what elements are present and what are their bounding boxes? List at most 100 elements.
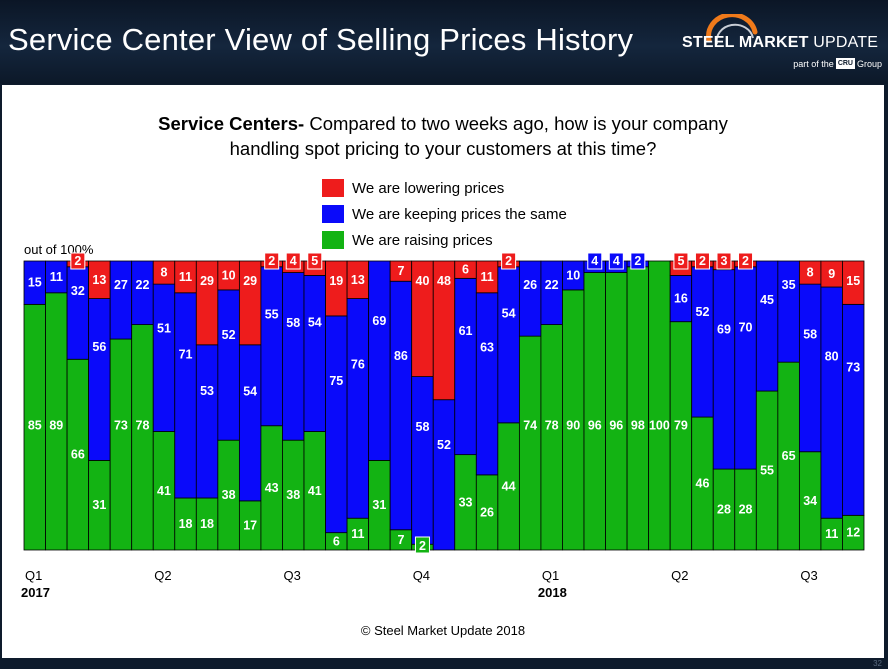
bar-keeping xyxy=(777,260,800,363)
bar-keeping xyxy=(755,260,779,392)
bar-keeping xyxy=(368,260,391,461)
bar-value-label-raising: 41 xyxy=(157,484,171,498)
bar-value-label-keeping: 58 xyxy=(286,316,300,330)
bar-value-label-lowering: 11 xyxy=(480,270,493,284)
bar-value-label-raising: 31 xyxy=(92,498,106,512)
bar-raising xyxy=(131,324,154,551)
x-tick-label: Q1 xyxy=(25,568,42,583)
bar-value-label-lowering: 8 xyxy=(807,266,814,280)
bar-keeping xyxy=(798,283,822,453)
bar-keeping xyxy=(734,266,757,470)
bar-value-label-keeping: 54 xyxy=(308,315,322,329)
small-value-box-lowering xyxy=(716,252,732,270)
bar-value-label-keeping: 54 xyxy=(243,385,257,399)
bar-value-label-lowering: 2 xyxy=(699,254,706,268)
copyright-text: © Steel Market Update 2018 xyxy=(361,623,525,638)
bar-value-label-raising: 90 xyxy=(566,419,580,433)
page-title: Service Center View of Selling Prices Hi… xyxy=(8,22,634,57)
bar-keeping xyxy=(475,292,499,476)
bar-raising xyxy=(583,272,606,551)
bar-keeping xyxy=(820,286,843,519)
small-value-box-lowering xyxy=(673,252,689,270)
bar-value-label-lowering: 15 xyxy=(846,274,860,288)
bar-keeping xyxy=(152,283,176,432)
x-tick-year: 2018 xyxy=(538,585,567,600)
bar-value-label-keeping: 4 xyxy=(613,254,620,268)
bar-value-label-keeping: 45 xyxy=(760,293,774,307)
bar-value-label-raising: 17 xyxy=(243,518,257,532)
stacked-bar-chart: Service Centers- Compared to two weeks a… xyxy=(21,113,865,638)
bar-keeping xyxy=(303,275,326,432)
bar-value-label-lowering: 8 xyxy=(161,266,168,280)
bar-value-label-keeping: 22 xyxy=(136,278,150,292)
bar-value-label-raising: 96 xyxy=(588,419,602,433)
x-tick-label: Q2 xyxy=(671,568,688,583)
bar-keeping xyxy=(109,260,133,340)
cru-logo: CRU xyxy=(835,58,855,69)
bar-value-label-keeping: 2 xyxy=(634,254,641,268)
bar-value-label-lowering: 11 xyxy=(179,270,192,284)
bar-keeping xyxy=(842,303,865,516)
bar-value-label-keeping: 4 xyxy=(591,254,598,268)
bar-value-label-keeping: 52 xyxy=(696,305,710,319)
legend-label-keeping: We are keeping prices the same xyxy=(352,206,567,223)
bar-keeping xyxy=(411,376,434,545)
bar-value-label-raising: 26 xyxy=(480,505,494,519)
bar-keeping xyxy=(497,266,520,424)
bar-value-label-keeping: 55 xyxy=(265,307,279,321)
bars-group: 8515891166322315613732778224151818711118… xyxy=(23,252,865,554)
bar-keeping xyxy=(346,298,370,519)
bar-keeping xyxy=(195,344,219,499)
bar-value-label-keeping: 52 xyxy=(437,438,451,452)
bar-value-label-keeping: 80 xyxy=(825,349,839,363)
bar-value-label-keeping: 58 xyxy=(416,420,430,434)
bar-value-label-keeping: 22 xyxy=(545,278,559,292)
bar-value-label-keeping: 16 xyxy=(674,292,688,306)
small-value-box-keeping xyxy=(608,252,624,270)
bar-value-label-raising: 28 xyxy=(717,503,731,517)
x-tick-label: Q2 xyxy=(154,568,171,583)
bar-value-label-raising: 74 xyxy=(523,419,537,433)
bar-value-label-raising: 41 xyxy=(308,484,322,498)
bar-keeping xyxy=(282,272,305,441)
bar-value-label-raising: 31 xyxy=(372,498,386,512)
bar-value-label-keeping: 52 xyxy=(222,328,236,342)
bar-value-label-lowering: 2 xyxy=(268,254,275,268)
bar-value-label-lowering: 29 xyxy=(200,274,214,288)
question-bold: Service Centers- xyxy=(158,113,304,134)
bar-value-label-keeping: 53 xyxy=(200,384,214,398)
footer-bar xyxy=(0,658,888,669)
bar-value-label-lowering: 5 xyxy=(311,254,318,268)
bar-value-label-lowering: 4 xyxy=(290,254,297,268)
bar-keeping xyxy=(454,277,477,456)
bar-lowering xyxy=(325,260,348,317)
bar-value-label-raising: 65 xyxy=(782,449,796,463)
legend-swatch-lowering xyxy=(322,179,344,197)
bar-value-label-raising: 18 xyxy=(200,517,214,531)
bar-value-label-keeping: 71 xyxy=(179,347,193,361)
x-tick-year: 2017 xyxy=(21,585,50,600)
bar-value-label-keeping: 51 xyxy=(157,321,171,335)
bar-value-label-keeping: 69 xyxy=(717,322,731,336)
bar-value-label-keeping: 35 xyxy=(782,278,796,292)
bar-value-label-keeping: 76 xyxy=(351,357,365,371)
bar-value-label-keeping: 54 xyxy=(502,307,516,321)
bar-value-label-raising: 7 xyxy=(397,533,404,547)
bar-keeping xyxy=(712,269,736,470)
chart-question-line2: handling spot pricing to your customers … xyxy=(230,138,657,159)
bar-value-label-raising: 73 xyxy=(114,419,128,433)
page-number: 32 xyxy=(873,659,882,668)
legend-swatch-keeping xyxy=(322,205,344,223)
bar-value-label-keeping: 10 xyxy=(566,268,580,282)
bar-value-label-raising: 100 xyxy=(649,419,670,433)
legend-label-lowering: We are lowering prices xyxy=(352,180,504,197)
bar-value-label-lowering: 2 xyxy=(505,254,512,268)
small-value-box-keeping xyxy=(587,252,603,270)
bar-value-label-raising: 18 xyxy=(179,517,193,531)
bar-value-label-raising: 2 xyxy=(419,539,426,553)
bar-value-label-lowering: 40 xyxy=(416,274,430,288)
bar-value-label-raising: 11 xyxy=(825,527,838,541)
bar-keeping xyxy=(325,315,348,534)
bar-value-label-keeping: 58 xyxy=(803,327,817,341)
bar-value-label-keeping: 27 xyxy=(114,278,128,292)
